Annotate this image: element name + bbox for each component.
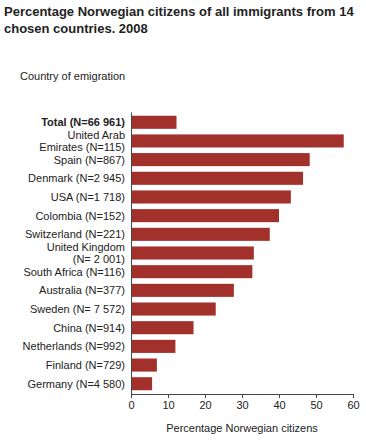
y-tick: Switzerland (N=221) bbox=[25, 228, 131, 240]
y-tick-label: Spain (N=867) bbox=[54, 154, 125, 166]
bar bbox=[131, 265, 252, 278]
x-tick-label: 60 bbox=[347, 399, 359, 411]
bar bbox=[131, 284, 234, 297]
y-axis-title: Country of emigration bbox=[20, 70, 125, 82]
y-tick-label: Denmark (N=2 945) bbox=[28, 172, 125, 184]
y-axis: Total (N=66 961)United ArabEmirates (N=1… bbox=[23, 113, 132, 395]
y-tick: Australia (N=377) bbox=[39, 284, 131, 296]
y-tick: China (N=914) bbox=[53, 322, 131, 334]
x-tick: 10 bbox=[162, 394, 174, 411]
bar bbox=[131, 172, 303, 185]
y-tick: United Kingdom(N= 2 001) bbox=[47, 241, 131, 265]
y-tick: Sweden (N= 7 572) bbox=[30, 303, 131, 315]
x-tick-mark bbox=[279, 394, 280, 398]
bar bbox=[131, 190, 291, 203]
y-axis-line bbox=[131, 113, 132, 395]
y-tick: USA (N=1 718) bbox=[51, 191, 131, 203]
x-tick: 40 bbox=[273, 394, 285, 411]
y-tick-label: Australia (N=377) bbox=[39, 284, 125, 296]
x-tick: 20 bbox=[199, 394, 211, 411]
y-tick: Spain (N=867) bbox=[54, 154, 131, 166]
x-axis-title: Percentage Norwegian citizens bbox=[166, 422, 318, 434]
x-tick-label: 30 bbox=[236, 399, 248, 411]
bars bbox=[131, 116, 344, 391]
x-tick: 50 bbox=[310, 394, 322, 411]
x-tick-label: 20 bbox=[199, 399, 211, 411]
y-tick: Finland (N=729) bbox=[46, 359, 131, 371]
y-tick-label: South Africa (N=116) bbox=[23, 266, 125, 278]
bar bbox=[131, 246, 254, 259]
y-tick-label: China (N=914) bbox=[53, 322, 125, 334]
y-tick-label: Colombia (N=152) bbox=[35, 210, 125, 222]
bar bbox=[131, 209, 279, 222]
bar bbox=[131, 116, 177, 129]
y-tick-label: Switzerland (N=221) bbox=[25, 228, 125, 240]
y-tick: United ArabEmirates (N=115) bbox=[39, 129, 131, 153]
y-tick-label: United Kingdom(N= 2 001) bbox=[47, 241, 125, 265]
y-tick-label: Germany (N=4 580) bbox=[27, 378, 125, 390]
bar bbox=[131, 228, 270, 241]
bar bbox=[131, 134, 344, 147]
plot: Total (N=66 961)United ArabEmirates (N=1… bbox=[23, 113, 360, 411]
y-tick-label: Netherlands (N=992) bbox=[23, 340, 125, 352]
y-tick-label: Total (N=66 961) bbox=[41, 116, 125, 128]
y-tick: Netherlands (N=992) bbox=[23, 340, 131, 352]
y-tick: Germany (N=4 580) bbox=[27, 378, 131, 390]
x-axis: 0 10 20 30 40 50 60 bbox=[128, 394, 359, 411]
bar bbox=[131, 359, 157, 372]
x-tick-mark bbox=[242, 394, 243, 398]
x-tick-mark bbox=[131, 394, 132, 398]
x-tick-mark bbox=[168, 394, 169, 398]
y-tick: Total (N=66 961) bbox=[41, 116, 131, 128]
title: Percentage Norwegian citizens of all imm… bbox=[4, 4, 354, 36]
y-tick: Denmark (N=2 945) bbox=[28, 172, 131, 184]
y-tick-label: Finland (N=729) bbox=[46, 359, 125, 371]
y-tick: Colombia (N=152) bbox=[35, 210, 131, 222]
y-tick-label: Sweden (N= 7 572) bbox=[30, 303, 125, 315]
x-tick-label: 10 bbox=[162, 399, 174, 411]
x-tick-label: 0 bbox=[128, 399, 134, 411]
y-tick: South Africa (N=116) bbox=[23, 266, 131, 278]
x-tick-mark bbox=[353, 394, 354, 398]
x-tick: 0 bbox=[128, 394, 134, 411]
bar bbox=[131, 153, 310, 166]
x-tick-mark bbox=[316, 394, 317, 398]
x-tick-label: 40 bbox=[273, 399, 285, 411]
x-tick: 60 bbox=[347, 394, 359, 411]
y-tick-label: USA (N=1 718) bbox=[51, 191, 125, 203]
chart: Percentage Norwegian citizens of all imm… bbox=[0, 0, 366, 440]
bar bbox=[131, 321, 194, 334]
bar bbox=[131, 340, 175, 353]
bar bbox=[131, 377, 152, 390]
x-tick-label: 50 bbox=[310, 399, 322, 411]
bar bbox=[131, 302, 216, 315]
x-tick: 30 bbox=[236, 394, 248, 411]
y-tick-label: United ArabEmirates (N=115) bbox=[39, 129, 125, 153]
x-tick-mark bbox=[205, 394, 206, 398]
